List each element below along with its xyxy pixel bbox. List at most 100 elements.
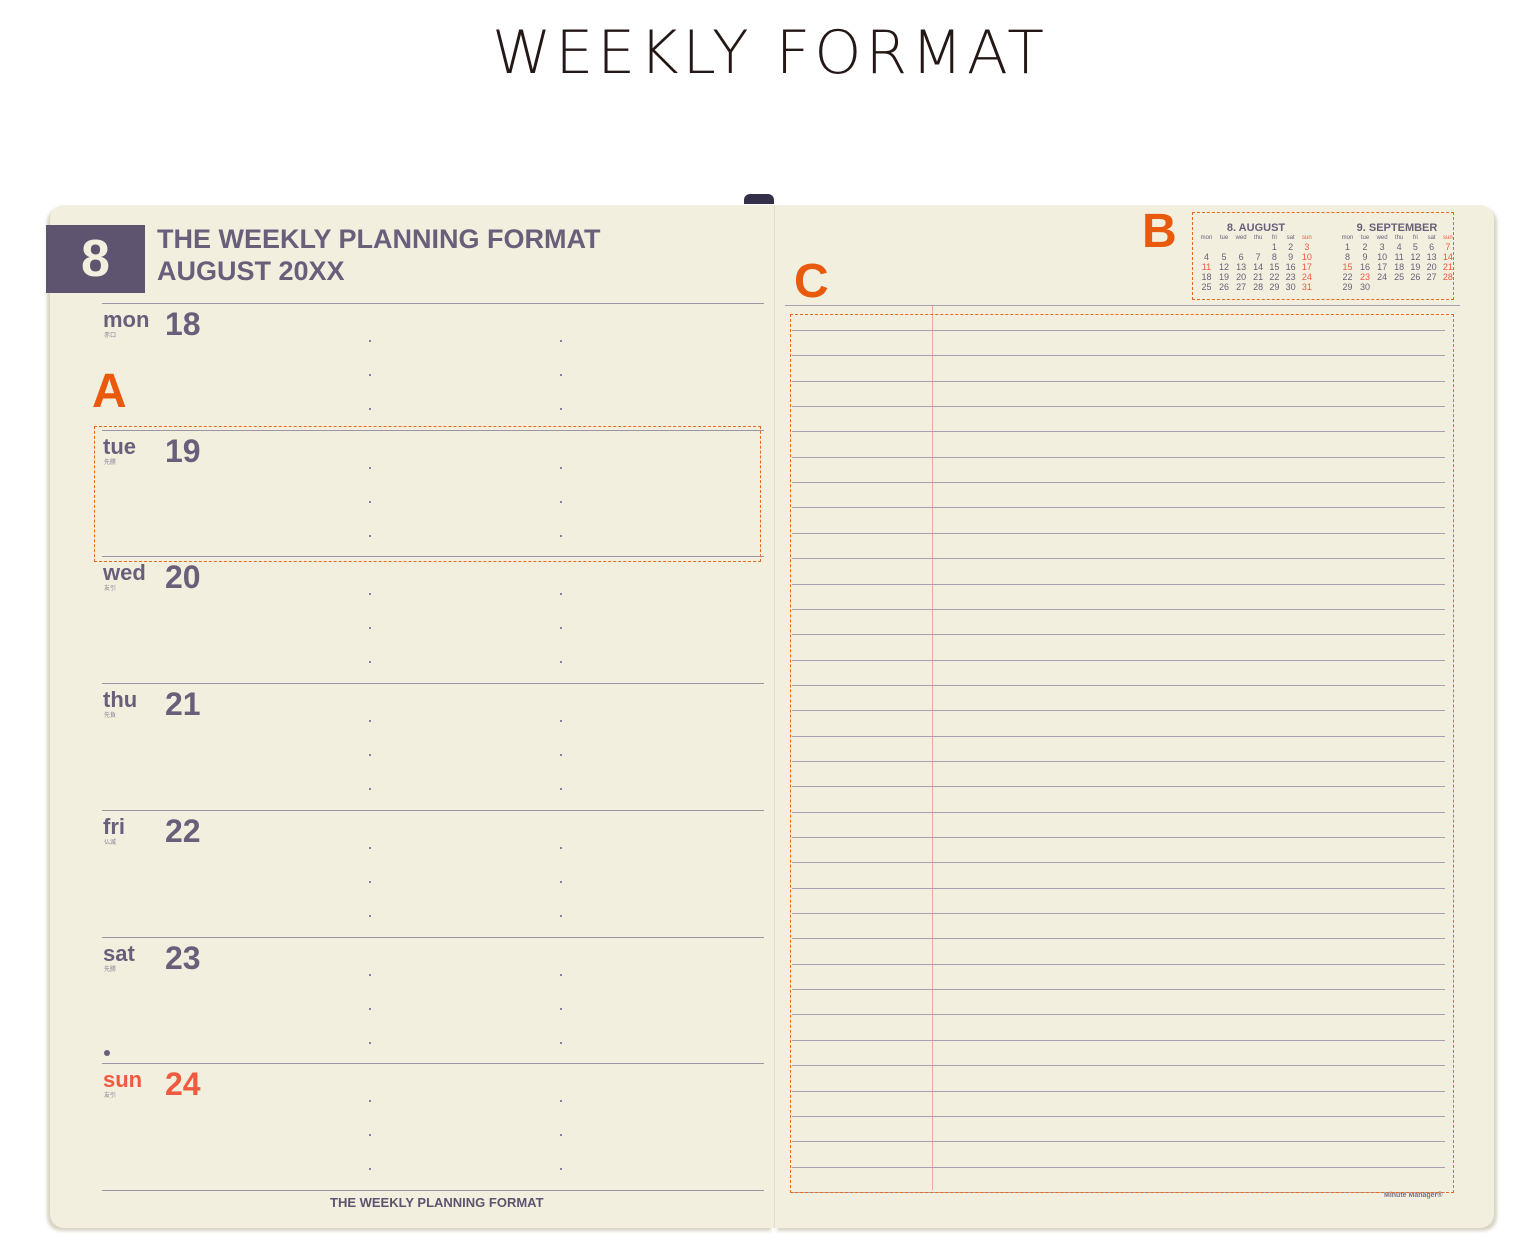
calendar-date: 9 xyxy=(1362,252,1368,262)
time-dot xyxy=(560,1007,562,1010)
time-dot xyxy=(369,846,371,849)
calendar-date: 11 xyxy=(1201,262,1212,272)
day-name: wed xyxy=(103,560,146,586)
calendar-title: 9. SEPTEMBER xyxy=(1356,222,1438,234)
time-dot xyxy=(560,534,562,537)
time-dot xyxy=(369,593,371,596)
time-dot xyxy=(560,1134,562,1137)
time-dot xyxy=(369,627,371,630)
day-divider xyxy=(102,556,764,558)
calendar-date: 30 xyxy=(1285,282,1296,292)
margin-line xyxy=(932,306,933,1190)
ruled-line xyxy=(792,330,1445,331)
calendar-date: 20 xyxy=(1236,272,1247,282)
time-dot xyxy=(369,788,371,791)
weekday-header: sat xyxy=(1427,235,1436,241)
header-title: THE WEEKLY PLANNING FORMAT xyxy=(157,224,601,254)
weekday-header: fri xyxy=(1412,235,1418,241)
ruled-line xyxy=(792,558,1445,560)
calendar-date: 9 xyxy=(1288,252,1294,262)
annotation-label-a: A xyxy=(92,365,127,418)
ruled-line xyxy=(792,837,1445,838)
calendar-date: 21 xyxy=(1442,262,1453,272)
calendar-date: 24 xyxy=(1377,272,1388,282)
calendar-date: 24 xyxy=(1301,272,1312,282)
ruled-line xyxy=(792,482,1445,484)
moon-phase-icon xyxy=(104,1050,110,1056)
time-dot xyxy=(369,1007,371,1010)
time-dot xyxy=(560,593,562,596)
day-name: tue xyxy=(103,433,136,459)
calendar-date: 15 xyxy=(1269,262,1280,272)
day-divider xyxy=(102,303,764,304)
day-divider xyxy=(102,429,764,431)
weekday-header: fri xyxy=(1271,235,1277,241)
ruled-line xyxy=(792,355,1445,357)
calendar-date: 7 xyxy=(1445,242,1451,252)
calendar-date: 29 xyxy=(1342,282,1353,292)
time-dot xyxy=(560,973,562,976)
day-divider xyxy=(102,1063,764,1065)
rokuyo-label: 先勝 xyxy=(104,459,117,466)
time-dot xyxy=(560,1168,562,1171)
bookmark-ribbon xyxy=(744,194,774,204)
calendar-date: 19 xyxy=(1219,272,1230,282)
ruled-line xyxy=(792,989,1445,991)
ruled-line xyxy=(792,1039,1445,1041)
weekday-header: sun xyxy=(1443,235,1453,241)
header-month: AUGUST 20XX xyxy=(157,256,345,286)
weekday-header: mon xyxy=(1341,235,1354,241)
ruled-line xyxy=(792,710,1445,712)
calendar-date: 6 xyxy=(1238,252,1244,262)
time-dot xyxy=(369,880,371,883)
ruled-line xyxy=(792,938,1445,940)
calendar-date: 23 xyxy=(1285,272,1296,282)
time-dot xyxy=(560,374,562,376)
annotation-box-c xyxy=(790,314,1454,1193)
day-divider xyxy=(102,809,764,811)
day-number: 22 xyxy=(165,812,201,849)
ruled-line xyxy=(792,786,1445,788)
ruled-line xyxy=(792,811,1445,813)
time-dot xyxy=(369,754,371,757)
calendar-date: 19 xyxy=(1410,262,1421,272)
time-dot xyxy=(369,661,371,664)
ruled-line xyxy=(792,380,1445,382)
annotation-box-a xyxy=(94,426,761,562)
ruled-line xyxy=(792,1166,1445,1168)
calendar-date: 17 xyxy=(1301,262,1312,272)
ruled-line xyxy=(792,608,1445,610)
time-dot xyxy=(369,500,371,503)
calendar-date: 17 xyxy=(1377,262,1388,272)
mini-calendar-august: 8. AUGUST mon tue wed thu fri sat sun 1 2 3 4 5 6 7 8 9… xyxy=(1197,222,1315,292)
calendar-date: 25 xyxy=(1201,282,1212,292)
time-dot xyxy=(560,466,562,469)
rokuyo-label: 赤口 xyxy=(104,333,117,339)
ruled-line xyxy=(792,735,1445,737)
calendar-date: 12 xyxy=(1410,252,1421,262)
calendar-date: 14 xyxy=(1253,262,1264,272)
ruled-line xyxy=(792,583,1445,585)
time-dot xyxy=(560,627,562,630)
time-dot xyxy=(560,880,562,883)
weekday-header: sun xyxy=(1302,235,1312,241)
page-title: WEEKLY FORMAT xyxy=(492,18,1048,88)
time-dot xyxy=(369,914,371,917)
ruled-line xyxy=(792,507,1445,509)
calendar-date: 20 xyxy=(1426,262,1437,272)
time-dot xyxy=(369,1041,371,1044)
time-dot xyxy=(369,534,371,537)
calendar-date: 15 xyxy=(1342,262,1353,272)
day-number: 20 xyxy=(165,559,201,596)
weekday-header: thu xyxy=(1253,235,1263,241)
ruled-line xyxy=(792,887,1445,889)
mini-calendar-september: 9. SEPTEMBER mon tue wed thu fri sat sun 1 2 3 4 5 6… xyxy=(1338,222,1456,292)
calendar-date: 8 xyxy=(1344,252,1350,262)
left-page xyxy=(50,205,774,1228)
day-divider xyxy=(102,683,764,685)
calendar-date: 3 xyxy=(1379,242,1385,252)
calendar-date: 11 xyxy=(1394,252,1404,262)
calendar-date: 7 xyxy=(1255,252,1261,262)
month-number-tab: 8 xyxy=(46,225,145,293)
calendar-date: 3 xyxy=(1304,242,1310,252)
